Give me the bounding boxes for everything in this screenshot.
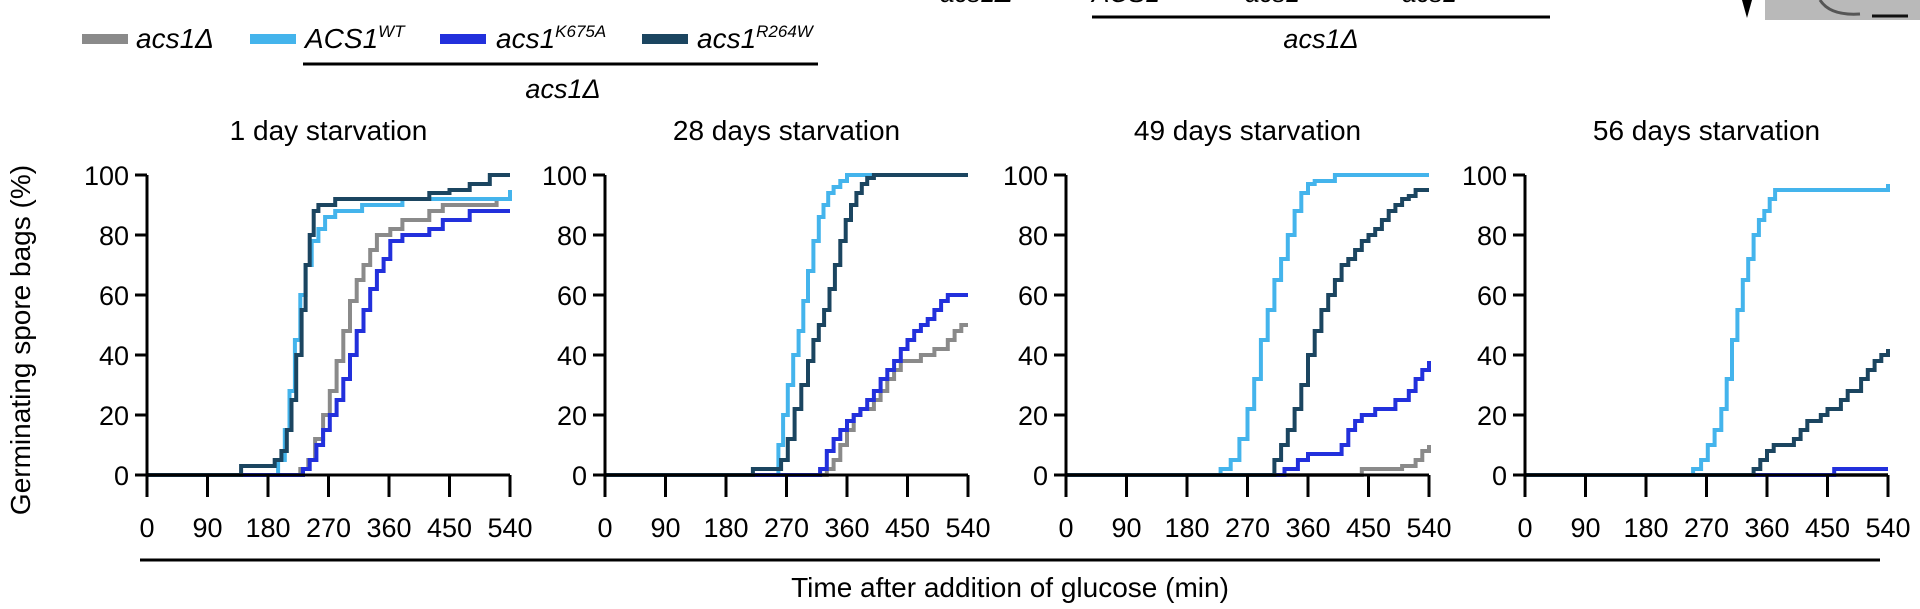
y-tick-label: 60	[1018, 281, 1048, 311]
x-tick-label: 90	[1570, 513, 1600, 543]
legend-label-acs1-wt: ACS1WT	[303, 22, 406, 54]
x-tick-label: 540	[945, 513, 990, 543]
series-line-2	[147, 190, 512, 477]
series-line-1	[147, 197, 510, 477]
y-tick-label: 40	[1477, 341, 1507, 371]
top-partial-label-3: acs1	[1402, 0, 1457, 8]
series-line-1	[605, 323, 968, 477]
y-tick-label: 100	[1003, 161, 1048, 191]
chart-panel-4: 56 days starvation 0 20 40 60 80 100 0 90 180 270 3…	[1462, 115, 1911, 543]
x-tick-label: 180	[245, 513, 290, 543]
x-tick-label: 90	[192, 513, 222, 543]
x-tick-label: 270	[306, 513, 351, 543]
y-tick-label: 0	[1492, 461, 1507, 491]
chart-panel-1: 1 day starvation 0 20 40 60 80 100 0 90 180 270 360…	[84, 115, 533, 543]
x-tick-label: 90	[1111, 513, 1141, 543]
x-tick-label: 180	[1623, 513, 1668, 543]
x-tick-label: 360	[1285, 513, 1330, 543]
y-tick-label: 100	[542, 161, 587, 191]
x-tick-label: 450	[1805, 513, 1850, 543]
y-tick-label: 60	[99, 281, 129, 311]
x-tick-label: 540	[1406, 513, 1451, 543]
x-tick-label: 0	[597, 513, 612, 543]
top-partial-label-1: ACS1	[1090, 0, 1160, 8]
x-tick-label: 450	[1346, 513, 1391, 543]
x-axis-label: Time after addition of glucose (min)	[791, 572, 1229, 603]
legend-swatch-acs1-r264w	[642, 34, 688, 44]
micrograph-cell-outline	[1818, 0, 1861, 16]
series-line-4	[1066, 188, 1429, 477]
x-tick-label: 270	[764, 513, 809, 543]
legend-label-acs1-r264w: acs1R264W	[697, 22, 815, 54]
top-partial-group-label: acs1Δ	[1283, 24, 1358, 54]
x-tick-label: 0	[1058, 513, 1073, 543]
y-tick-label: 80	[557, 221, 587, 251]
y-tick-label: 20	[1018, 401, 1048, 431]
y-tick-label: 80	[1477, 221, 1507, 251]
x-tick-label: 180	[1164, 513, 1209, 543]
chart-panel-2: 28 days starvation 0 20 40 60 80 100 0 90 180 270 3…	[542, 115, 991, 543]
legend: acs1Δ ACS1WT acs1K675A acs1R264W acs1Δ	[82, 22, 818, 104]
x-tick-label: 270	[1684, 513, 1729, 543]
top-partial-label-2: acs1	[1245, 0, 1300, 8]
chart-title: 28 days starvation	[673, 115, 900, 146]
y-tick-label: 0	[114, 461, 129, 491]
legend-group-label: acs1Δ	[525, 74, 600, 104]
series-line-2	[605, 173, 968, 477]
series-line-1	[1066, 445, 1431, 477]
chart-title: 56 days starvation	[1593, 115, 1820, 146]
x-tick-label: 90	[650, 513, 680, 543]
y-axis-label: Germinating spore bags (%)	[5, 165, 36, 515]
series-line-4	[147, 173, 510, 477]
y-tick-label: 60	[1477, 281, 1507, 311]
arrowhead-marker-icon	[1742, 0, 1752, 18]
top-partial-header: acs1Δ ACS1 acs1 acs1 acs1Δ	[940, 0, 1550, 54]
series-line-3	[605, 293, 968, 477]
chart-panels: 1 day starvation 0 20 40 60 80 100 0 90 180 270 360…	[84, 115, 1911, 543]
series-line-3	[147, 209, 510, 477]
x-tick-label: 360	[824, 513, 869, 543]
y-tick-label: 0	[572, 461, 587, 491]
y-tick-label: 100	[1462, 161, 1507, 191]
micrograph-fragment	[1742, 0, 1920, 20]
series-line-2	[1066, 173, 1429, 477]
series-line-4	[1525, 349, 1890, 477]
x-tick-label: 0	[139, 513, 154, 543]
x-tick-label: 270	[1225, 513, 1270, 543]
y-tick-label: 20	[1477, 401, 1507, 431]
legend-swatch-acs1-k675a	[440, 34, 486, 44]
legend-swatch-acs1-delta	[82, 34, 128, 44]
legend-label-acs1-delta: acs1Δ	[136, 23, 214, 54]
x-tick-label: 450	[427, 513, 472, 543]
series-line-2	[1525, 184, 1890, 477]
x-tick-label: 540	[1865, 513, 1910, 543]
chart-panel-3: 49 days starvation 0 20 40 60 80 100 0 90 180 270 3…	[1003, 115, 1452, 543]
y-tick-label: 80	[1018, 221, 1048, 251]
top-partial-left-label: acs1Δ	[940, 0, 1012, 8]
x-tick-label: 360	[366, 513, 411, 543]
legend-label-acs1-k675a: acs1K675A	[496, 22, 606, 54]
y-tick-label: 0	[1033, 461, 1048, 491]
y-tick-label: 100	[84, 161, 129, 191]
chart-title: 1 day starvation	[230, 115, 428, 146]
y-tick-label: 20	[557, 401, 587, 431]
x-tick-label: 540	[487, 513, 532, 543]
x-tick-label: 450	[885, 513, 930, 543]
y-tick-label: 40	[557, 341, 587, 371]
x-tick-label: 360	[1744, 513, 1789, 543]
x-tick-label: 0	[1517, 513, 1532, 543]
x-tick-label: 180	[703, 513, 748, 543]
series-line-3	[1066, 361, 1431, 477]
y-tick-label: 40	[1018, 341, 1048, 371]
y-tick-label: 40	[99, 341, 129, 371]
y-tick-label: 60	[557, 281, 587, 311]
chart-title: 49 days starvation	[1134, 115, 1361, 146]
y-tick-label: 80	[99, 221, 129, 251]
series-line-4	[605, 173, 968, 477]
y-tick-label: 20	[99, 401, 129, 431]
legend-swatch-acs1-wt	[250, 34, 296, 44]
